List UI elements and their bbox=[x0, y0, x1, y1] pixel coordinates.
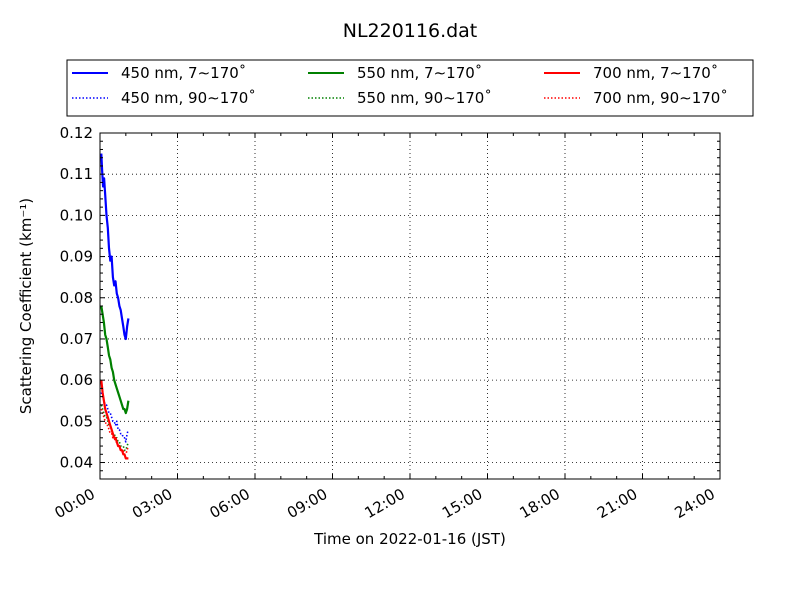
legend-label: 700 nm, 90∼170˚ bbox=[593, 89, 728, 107]
legend: 450 nm, 7∼170˚ 450 nm, 90∼170˚ 550 nm, 7∼1… bbox=[66, 59, 754, 117]
x-axis-label: Time on 2022-01-16 (JST) bbox=[313, 530, 506, 548]
y-tick-label: 0.11 bbox=[60, 165, 93, 183]
y-tick-label: 0.09 bbox=[60, 248, 93, 266]
x-tick-label: 06:00 bbox=[207, 485, 253, 522]
series-line bbox=[100, 404, 130, 452]
y-tick-label: 0.06 bbox=[60, 371, 93, 389]
legend-label: 550 nm, 7∼170˚ bbox=[357, 64, 482, 82]
legend-label: 550 nm, 90∼170˚ bbox=[357, 89, 492, 107]
x-tick-label: 12:00 bbox=[362, 485, 408, 522]
series-line bbox=[100, 408, 130, 456]
x-tick-label: 03:00 bbox=[129, 485, 175, 522]
chart-title: NL220116.dat bbox=[343, 20, 478, 42]
legend-label: 450 nm, 90∼170˚ bbox=[121, 89, 256, 107]
y-tick-label: 0.12 bbox=[60, 124, 93, 142]
y-tick-labels: 0.04 0.05 0.06 0.07 0.08 0.09 0.10 0.11 0.12 bbox=[60, 124, 93, 472]
legend-label: 450 nm, 7∼170˚ bbox=[121, 64, 246, 82]
legend-label: 700 nm, 7∼170˚ bbox=[593, 64, 718, 82]
series-line bbox=[100, 153, 130, 341]
ticks bbox=[99, 132, 721, 479]
x-tick-label: 21:00 bbox=[594, 485, 640, 522]
grid bbox=[100, 133, 720, 479]
y-tick-label: 0.04 bbox=[60, 454, 93, 472]
y-tick-label: 0.07 bbox=[60, 330, 93, 348]
series-line bbox=[100, 305, 130, 415]
series-group bbox=[100, 153, 130, 460]
x-tick-label: 18:00 bbox=[517, 485, 563, 522]
x-tick-label: 15:00 bbox=[439, 485, 485, 522]
y-tick-label: 0.10 bbox=[60, 206, 93, 224]
x-tick-label: 24:00 bbox=[672, 485, 718, 522]
x-tick-labels: 00:00 03:00 06:00 09:00 12:00 15:00 18:00 21:00… bbox=[52, 485, 718, 522]
legend-box bbox=[66, 59, 754, 117]
y-tick-label: 0.08 bbox=[60, 289, 93, 307]
y-axis-label: Scattering Coefficient (km⁻¹) bbox=[17, 198, 35, 414]
x-tick-label: 00:00 bbox=[52, 485, 98, 522]
series-line bbox=[100, 392, 130, 443]
y-tick-label: 0.05 bbox=[60, 412, 93, 430]
x-tick-label: 09:00 bbox=[284, 485, 330, 522]
